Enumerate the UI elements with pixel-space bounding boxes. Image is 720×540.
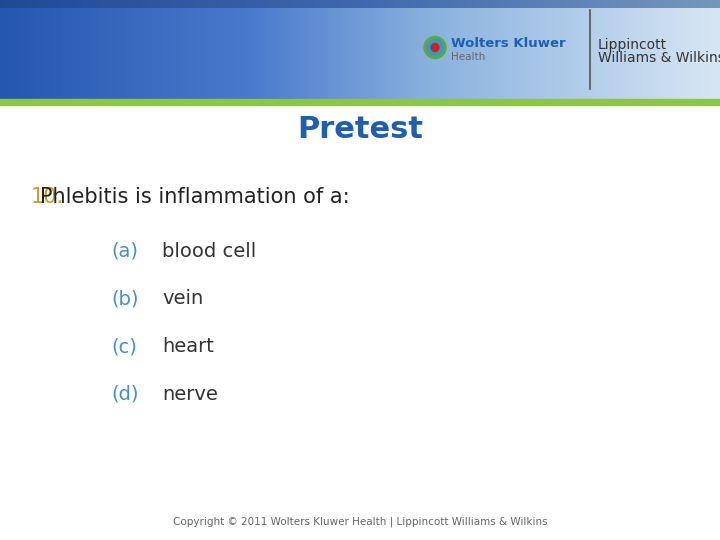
- Text: Lippincott: Lippincott: [598, 37, 667, 51]
- Text: Phlebitis is inflammation of a:: Phlebitis is inflammation of a:: [40, 187, 349, 207]
- Text: (a): (a): [112, 241, 138, 261]
- Text: 10.: 10.: [30, 187, 63, 207]
- Circle shape: [427, 39, 443, 56]
- Text: Wolters Kluwer: Wolters Kluwer: [451, 37, 566, 50]
- Text: heart: heart: [162, 337, 214, 356]
- Text: vein: vein: [162, 289, 203, 308]
- Text: Copyright © 2011 Wolters Kluwer Health | Lippincott Williams & Wilkins: Copyright © 2011 Wolters Kluwer Health |…: [173, 517, 547, 527]
- Text: blood cell: blood cell: [162, 241, 256, 261]
- Circle shape: [431, 44, 439, 51]
- Bar: [0, 99, 720, 105]
- Text: nerve: nerve: [162, 384, 218, 404]
- Text: (b): (b): [112, 289, 139, 308]
- Text: Williams & Wilkins: Williams & Wilkins: [598, 51, 720, 65]
- Text: (c): (c): [112, 337, 138, 356]
- Circle shape: [424, 37, 446, 58]
- Text: Pretest: Pretest: [297, 115, 423, 144]
- Text: (d): (d): [112, 384, 139, 404]
- Text: Health: Health: [451, 51, 485, 62]
